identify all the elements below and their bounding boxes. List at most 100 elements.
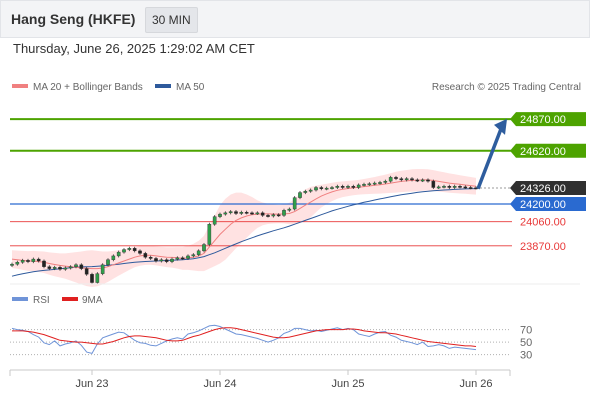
candle-body <box>26 260 30 262</box>
support-level-label: 24060.00 <box>520 217 566 229</box>
candle-body <box>340 186 345 188</box>
candle-body <box>255 212 260 215</box>
candle-body <box>84 268 89 275</box>
candle-body <box>36 258 41 262</box>
candle-body <box>127 248 132 250</box>
candle-body <box>330 187 334 189</box>
rsi-tick-label: 70 <box>520 325 532 337</box>
candle-body <box>271 214 276 217</box>
candle-body <box>175 257 180 260</box>
interval-button[interactable]: 30 MIN <box>145 7 198 33</box>
candle-body <box>159 259 164 262</box>
instrument-title: Hang Seng (HKFE) <box>11 11 136 27</box>
candle-body <box>298 192 302 198</box>
key-levels <box>10 118 512 247</box>
candle-body <box>351 186 356 188</box>
candle-body <box>404 178 409 181</box>
forecast-arrow-head <box>494 118 507 135</box>
candle-body <box>431 180 436 188</box>
candle-body <box>468 187 473 189</box>
x-tick-label: Jun 23 <box>75 378 108 390</box>
attribution-text: Research © 2025 Trading Central <box>432 82 581 93</box>
candle-body <box>20 260 25 263</box>
candle-body <box>223 212 228 215</box>
candle-body <box>356 184 361 188</box>
candle-body <box>191 254 196 257</box>
ma50-legend-label: MA 50 <box>176 82 205 93</box>
candle-body <box>164 259 169 262</box>
candle-body <box>452 186 457 188</box>
candle-body <box>234 211 238 214</box>
forecast-arrow <box>476 118 507 190</box>
candle-body <box>324 187 329 190</box>
rsi-tick-label: 30 <box>520 350 532 362</box>
candle-body <box>250 212 254 215</box>
candle-body <box>111 255 116 260</box>
candle-body <box>335 186 340 188</box>
candle-body <box>148 256 153 259</box>
rsi-ma-legend-swatch <box>62 297 78 301</box>
price-candles <box>10 175 478 285</box>
x-tick-label: Jun 25 <box>331 378 364 390</box>
candle-body <box>58 267 62 270</box>
candle-body <box>346 186 350 188</box>
candle-body <box>52 267 57 269</box>
candle-body <box>202 244 206 252</box>
candle-body <box>15 262 20 265</box>
candle-body <box>287 208 292 211</box>
ma20-legend-label: MA 20 + Bollinger Bands <box>33 82 143 93</box>
candle-body <box>308 189 313 192</box>
candle-body <box>378 182 382 184</box>
current-price-label: 24326.00 <box>520 183 566 195</box>
candle-body <box>31 258 36 262</box>
chart-header: Hang Seng (HKFE) 30 MIN <box>0 0 590 38</box>
rsi-legend-label: RSI <box>33 295 50 306</box>
candle-body <box>132 248 137 252</box>
candle-body <box>266 215 270 217</box>
bollinger-bands <box>12 169 476 287</box>
chart-timestamp: Thursday, June 26, 2025 1:29:02 AM CET <box>13 41 255 56</box>
candle-body <box>154 258 158 262</box>
candle-body <box>196 250 201 255</box>
forecast-arrow-shaft <box>476 128 503 190</box>
candle-body <box>239 212 244 214</box>
candle-body <box>122 249 126 253</box>
rsi-tick-label: 50 <box>520 337 532 349</box>
candle-body <box>100 264 105 274</box>
candle-body <box>228 211 233 214</box>
candle-body <box>458 186 462 188</box>
candle-body <box>314 187 318 191</box>
candle-body <box>372 182 377 185</box>
ma50-legend-swatch <box>155 84 171 88</box>
rsi-ma-legend-label: 9MA <box>82 295 103 306</box>
candle-body <box>74 264 78 267</box>
rsi-ma-line <box>12 327 477 347</box>
x-tick-label: Jun 24 <box>203 378 236 390</box>
candle-body <box>410 178 414 181</box>
candle-body <box>260 212 265 216</box>
candle-body <box>447 186 452 188</box>
candle-body <box>143 253 148 258</box>
candle-body <box>303 191 308 193</box>
candle-body <box>436 186 441 189</box>
level-tag-pivot <box>510 196 586 211</box>
candle-body <box>218 213 222 217</box>
candle-body <box>282 210 286 216</box>
level-labels: 24870.00 24620.00 24200.00 24060.00 23870.00… <box>510 112 586 253</box>
resistance-level-label: 24870.00 <box>520 114 566 126</box>
candle-body <box>42 260 46 267</box>
ma20-line <box>11 179 477 270</box>
level-tag-resistance <box>510 143 586 158</box>
candle-body <box>10 263 14 266</box>
x-axis-labels: Jun 23 Jun 24 Jun 25 Jun 26 <box>75 370 493 390</box>
candle-body <box>79 264 84 269</box>
candle-body <box>276 214 281 217</box>
candle-body <box>367 183 372 186</box>
candle-body <box>388 177 393 182</box>
ma50-line <box>11 188 477 277</box>
candle-body <box>442 186 446 188</box>
candle-body <box>463 186 468 189</box>
candle-body <box>170 258 174 262</box>
